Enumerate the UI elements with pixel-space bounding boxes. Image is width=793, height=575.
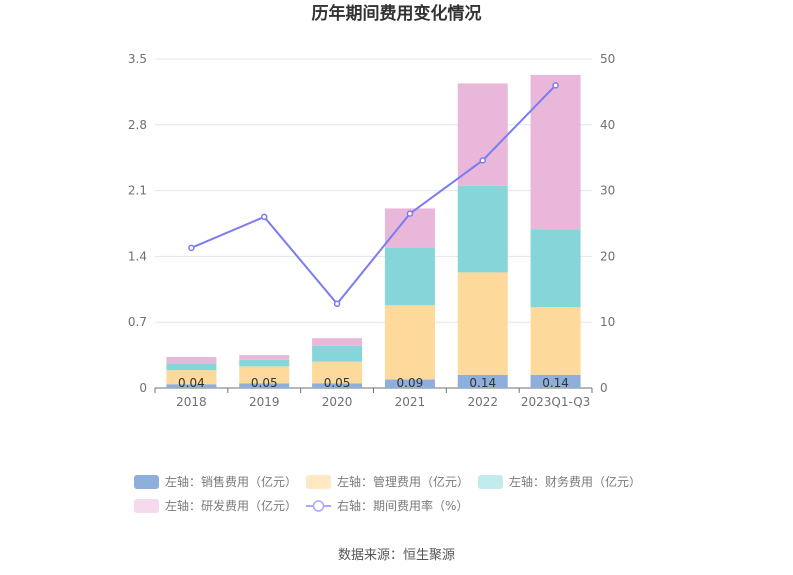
legend-item[interactable]: 左轴：研发费用（亿元） [134,498,297,513]
bar-segment [384,379,435,388]
right-axis-tick: 0 [600,381,608,395]
bar-segment [530,229,581,308]
bar-segment [166,356,217,364]
right-axis-tick: 30 [600,184,615,198]
line-point [479,157,486,164]
line-point [188,244,195,252]
bar-data-label: 0.14 [469,376,496,390]
legend-swatch [134,499,159,513]
bar-data-label: 0.05 [251,376,278,390]
x-axis-tick: 2023Q1-Q3 [521,395,590,409]
bar-segment [457,272,508,375]
bar-series [166,74,581,388]
legend-label: 左轴：销售费用（亿元） [165,474,297,489]
left-axis-tick: 1.4 [128,249,147,263]
data-labels: 0.04 0.05 0.05 0.09 0.14 0.14 [178,376,569,390]
bar-segment [457,374,508,388]
right-axis-tick: 10 [600,315,615,329]
right-axis-tick: 20 [600,249,615,263]
legend-swatch [478,475,503,489]
left-axis-tick: 0 [139,381,147,395]
chart-title: 历年期间费用变化情况 [312,3,482,24]
line-point [406,210,414,217]
legend-label: 左轴：管理费用（亿元） [337,474,469,489]
left-axis-tick: 0.7 [128,315,147,329]
legend-label: 左轴：财务费用（亿元） [509,474,641,489]
legend-swatch [134,475,159,489]
bar-segment [239,366,290,384]
line-point [261,213,268,221]
x-axis-tick: 2022 [467,395,498,409]
legend: 左轴：销售费用（亿元） 左轴：管理费用（亿元） 左轴：财务费用（亿元） 左轴：研发费用… [134,474,641,513]
bar-segment [239,383,290,388]
bar-data-label: 0.04 [178,376,205,390]
right-axis-tick: 50 [600,52,615,66]
bar-segment [166,363,217,371]
bar-segment [384,247,435,306]
x-axis-tick: 2021 [395,395,426,409]
line-point [333,300,341,308]
bar-segment [166,384,217,388]
left-axis-tick: 2.1 [128,184,147,198]
x-axis-tick: 2018 [176,395,207,409]
axes: 0 0 0.7 10 1.4 20 2.1 30 2.8 40 3.5 50 2018 2019 2020 2… [128,52,615,409]
source-note: 数据来源：恒生聚源 [338,548,455,563]
legend-label: 左轴：研发费用（亿元） [165,498,297,513]
bar-segment [384,305,435,380]
legend-item[interactable]: 左轴：财务费用（亿元） [478,474,641,489]
bar-segment [312,345,363,362]
legend-label: 右轴：期间费用率（%） [337,498,468,513]
bar-segment [312,338,363,346]
grid-lines [155,58,592,323]
x-axis-tick: 2019 [249,395,280,409]
legend-swatch [306,475,331,489]
bar-segment [530,307,581,375]
bar-segment [457,185,508,273]
left-axis-tick: 2.8 [128,118,147,132]
x-axis-tick: 2020 [322,395,353,409]
line-series [188,82,559,308]
bar-data-label: 0.09 [397,376,424,390]
legend-item[interactable]: 左轴：销售费用（亿元） [134,474,297,489]
bar-segment [312,383,363,388]
line-series-path [191,84,557,306]
bar-segment [239,359,290,367]
bar-data-label: 0.14 [542,376,569,390]
bar-segment [530,74,581,230]
legend-item[interactable]: 左轴：管理费用（亿元） [306,474,469,489]
left-axis-tick: 3.5 [128,52,147,66]
bar-segment [530,374,581,388]
legend-item[interactable]: 右轴：期间费用率（%） [306,498,468,513]
bar-segment [166,370,217,385]
line-point [552,82,559,89]
legend-marker [312,500,325,512]
bar-segment [239,355,290,360]
right-axis-tick: 40 [600,118,615,132]
bar-data-label: 0.05 [324,376,351,390]
bar-segment [312,361,363,384]
bar-segment [457,83,508,186]
